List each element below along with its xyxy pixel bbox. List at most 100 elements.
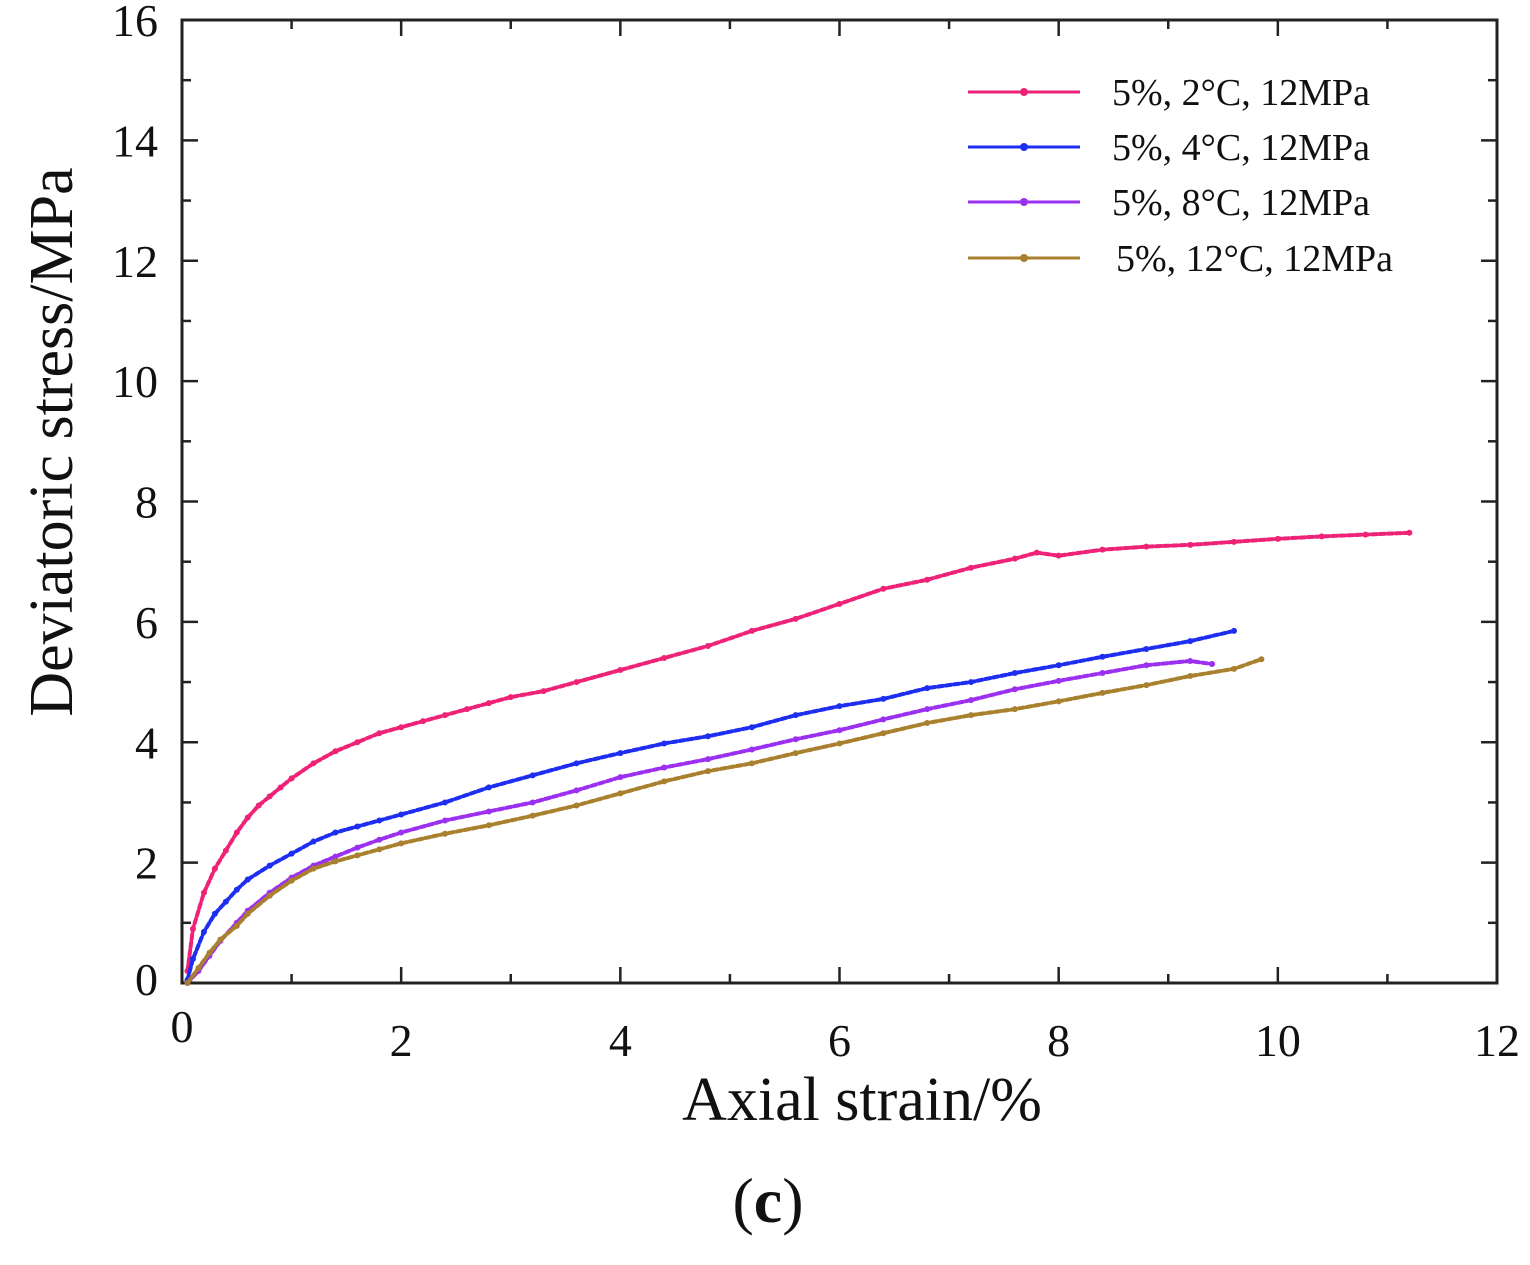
y-tick-labels: 0 2 4 6 8 10 12 14 16 <box>112 0 158 1005</box>
data-point <box>1011 686 1018 693</box>
data-point <box>266 862 273 869</box>
data-point <box>880 730 887 737</box>
data-point <box>748 746 755 753</box>
panel-label: (c) <box>732 1165 803 1236</box>
data-point <box>288 877 295 884</box>
data-point <box>398 840 405 847</box>
data-point <box>880 695 887 702</box>
data-point <box>354 844 361 851</box>
data-point <box>376 730 383 737</box>
legend-item: 5%, 2°C, 12MPa <box>968 72 1370 114</box>
x-tick-labels: 0 2 4 6 8 10 12 <box>171 1001 1521 1066</box>
data-point <box>442 817 448 824</box>
data-point <box>442 799 448 806</box>
data-point <box>529 812 536 819</box>
data-point <box>661 764 668 771</box>
data-point <box>529 799 536 806</box>
data-point <box>1033 549 1040 556</box>
data-point <box>1187 541 1194 548</box>
data-point <box>573 787 580 794</box>
data-point <box>376 817 383 824</box>
data-point <box>661 778 668 785</box>
data-point <box>332 748 339 755</box>
data-point <box>836 703 843 710</box>
data-point <box>880 716 887 723</box>
data-point <box>573 679 580 686</box>
data-point <box>217 936 224 943</box>
data-point <box>195 964 202 971</box>
data-point <box>398 811 405 818</box>
data-point <box>189 925 196 932</box>
legend-item: 5%, 8°C, 12MPa <box>968 182 1370 224</box>
data-point <box>233 922 240 929</box>
data-point <box>442 830 448 837</box>
data-point <box>792 712 799 719</box>
data-point <box>1011 555 1018 562</box>
legend-label: 5%, 4°C, 12MPa <box>1112 127 1370 169</box>
data-point <box>206 949 213 956</box>
data-point <box>398 829 405 836</box>
data-point <box>836 600 843 607</box>
data-point <box>244 814 251 821</box>
data-point <box>310 865 317 872</box>
data-point <box>705 756 711 763</box>
legend-swatch-marker <box>1020 88 1028 96</box>
data-point <box>1187 638 1194 645</box>
data-point <box>836 727 843 734</box>
series-line <box>185 658 1215 985</box>
data-point <box>189 955 196 962</box>
data-point <box>485 822 492 829</box>
data-point <box>968 712 974 719</box>
data-point <box>222 898 229 905</box>
data-point <box>288 850 295 857</box>
data-point <box>485 700 492 707</box>
series-layer <box>184 529 1413 986</box>
data-point <box>924 685 931 692</box>
x-tick-label: 10 <box>1255 1015 1301 1066</box>
data-point <box>463 706 470 713</box>
data-point <box>266 793 273 800</box>
legend-label: 5%, 8°C, 12MPa <box>1112 182 1370 224</box>
data-point <box>354 852 361 859</box>
series-4 <box>184 656 1265 986</box>
data-point <box>255 802 262 809</box>
data-point <box>1099 670 1106 677</box>
data-point <box>1209 661 1216 668</box>
data-point <box>1055 677 1062 684</box>
data-point <box>968 697 974 704</box>
data-point <box>924 706 931 713</box>
data-point <box>661 740 668 747</box>
data-point <box>1231 665 1237 672</box>
legend-item: 5%, 4°C, 12MPa <box>968 127 1370 169</box>
data-point <box>332 853 339 860</box>
data-point <box>1231 538 1237 545</box>
data-point <box>266 892 273 899</box>
data-point <box>376 846 383 853</box>
data-point <box>332 858 339 865</box>
data-point <box>792 736 799 743</box>
data-point <box>705 642 711 649</box>
data-point <box>310 838 317 845</box>
data-point <box>354 739 361 746</box>
data-point <box>485 808 492 815</box>
data-point <box>376 836 383 843</box>
x-tick-label: 2 <box>390 1015 413 1066</box>
data-point <box>244 876 251 883</box>
data-point <box>200 889 207 896</box>
data-point <box>748 724 755 731</box>
data-point <box>792 615 799 622</box>
data-point <box>1231 627 1237 634</box>
data-point <box>617 750 624 757</box>
x-tick-label: 0 <box>171 1001 194 1052</box>
panel-label-close: ) <box>782 1165 803 1236</box>
y-tick-label: 8 <box>135 477 158 528</box>
data-point <box>968 564 974 571</box>
data-point <box>1258 656 1265 663</box>
data-point <box>233 886 240 893</box>
series-line <box>185 628 1236 982</box>
y-axis-title: Deviatoric stress/MPa <box>18 167 86 716</box>
data-point <box>1143 662 1150 669</box>
y-tick-label: 6 <box>135 597 158 648</box>
data-point <box>748 760 755 767</box>
